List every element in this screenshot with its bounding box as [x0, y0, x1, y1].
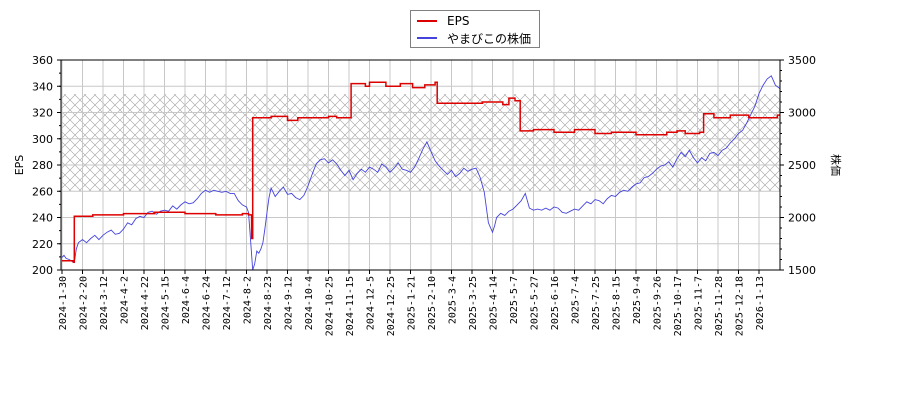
right-axis-label: 株価: [829, 154, 843, 176]
svg-text:2024-8-23: 2024-8-23: [263, 276, 274, 330]
svg-text:2024-9-12: 2024-9-12: [284, 276, 295, 330]
svg-text:2025-2-10: 2025-2-10: [427, 276, 438, 330]
svg-text:2024-6-4: 2024-6-4: [181, 276, 192, 324]
svg-text:2025-1-21: 2025-1-21: [407, 276, 418, 330]
svg-text:2024-1-30: 2024-1-30: [58, 276, 69, 330]
svg-text:2025-9-4: 2025-9-4: [632, 276, 643, 324]
svg-text:2024-6-24: 2024-6-24: [202, 276, 213, 330]
svg-text:2025-4-14: 2025-4-14: [489, 276, 500, 330]
svg-text:1500: 1500: [788, 264, 816, 277]
legend-item-price: やまびこの株価: [417, 30, 531, 46]
price-line: [61, 75, 780, 270]
right-y-axis: 1500 2000 2500 3000 3500: [780, 54, 816, 277]
grid-lines: [61, 59, 780, 271]
shaded-band: [61, 94, 780, 192]
svg-text:2026-1-13: 2026-1-13: [755, 276, 766, 330]
legend-item-eps: EPS: [417, 13, 469, 29]
svg-text:360: 360: [32, 54, 53, 67]
svg-text:2024-12-5: 2024-12-5: [366, 276, 377, 330]
svg-text:220: 220: [32, 238, 53, 251]
svg-text:2025-11-7: 2025-11-7: [694, 276, 705, 330]
svg-text:2024-3-12: 2024-3-12: [99, 276, 110, 330]
svg-text:2024-7-12: 2024-7-12: [222, 276, 233, 330]
eps-swatch-icon: [417, 20, 437, 22]
svg-text:2024-10-4: 2024-10-4: [304, 276, 315, 330]
x-axis: 2024-1-30 2024-2-20 2024-3-12 2024-4-2 2024-…: [58, 270, 766, 336]
svg-text:2024-8-2: 2024-8-2: [243, 276, 254, 324]
svg-text:2024-11-15: 2024-11-15: [345, 276, 356, 336]
svg-text:2024-4-2: 2024-4-2: [120, 276, 131, 324]
svg-text:3000: 3000: [788, 107, 816, 120]
svg-text:2024-5-15: 2024-5-15: [161, 276, 172, 330]
svg-text:2500: 2500: [788, 159, 816, 172]
left-axis-label: EPS: [13, 155, 26, 176]
svg-text:320: 320: [32, 107, 53, 120]
svg-text:280: 280: [32, 159, 53, 172]
svg-text:2025-9-26: 2025-9-26: [653, 276, 664, 330]
left-y-axis: 200 220 240 260 280 300 320 340 360: [32, 54, 61, 277]
svg-text:2024-2-20: 2024-2-20: [79, 276, 90, 330]
svg-text:2025-7-4: 2025-7-4: [571, 276, 582, 324]
eps-line: [62, 81, 780, 263]
svg-text:2025-5-7: 2025-5-7: [509, 276, 520, 324]
price-swatch-icon: [417, 37, 437, 39]
svg-text:300: 300: [32, 133, 53, 146]
svg-text:2025-3-25: 2025-3-25: [468, 276, 479, 330]
svg-text:260: 260: [32, 185, 53, 198]
svg-text:2025-11-28: 2025-11-28: [714, 276, 725, 336]
svg-text:2025-6-16: 2025-6-16: [550, 276, 561, 330]
svg-text:240: 240: [32, 212, 53, 225]
svg-text:2000: 2000: [788, 212, 816, 225]
svg-text:2025-12-18: 2025-12-18: [735, 276, 746, 336]
legend-label-eps: EPS: [447, 14, 470, 28]
svg-text:340: 340: [32, 80, 53, 93]
svg-text:2024-4-22: 2024-4-22: [140, 276, 151, 330]
svg-text:2025-5-27: 2025-5-27: [530, 276, 541, 330]
legend-label-price: やまびこの株価: [447, 31, 532, 46]
legend: EPS やまびこの株価: [410, 10, 540, 48]
svg-text:200: 200: [32, 264, 53, 277]
svg-text:3500: 3500: [788, 54, 816, 67]
svg-text:2025-10-17: 2025-10-17: [673, 276, 684, 336]
svg-text:2025-7-25: 2025-7-25: [591, 276, 602, 330]
svg-text:2025-8-15: 2025-8-15: [612, 276, 623, 330]
svg-text:2024-10-25: 2024-10-25: [325, 276, 336, 336]
svg-text:2024-12-25: 2024-12-25: [386, 276, 397, 336]
svg-text:2025-3-4: 2025-3-4: [448, 276, 459, 324]
